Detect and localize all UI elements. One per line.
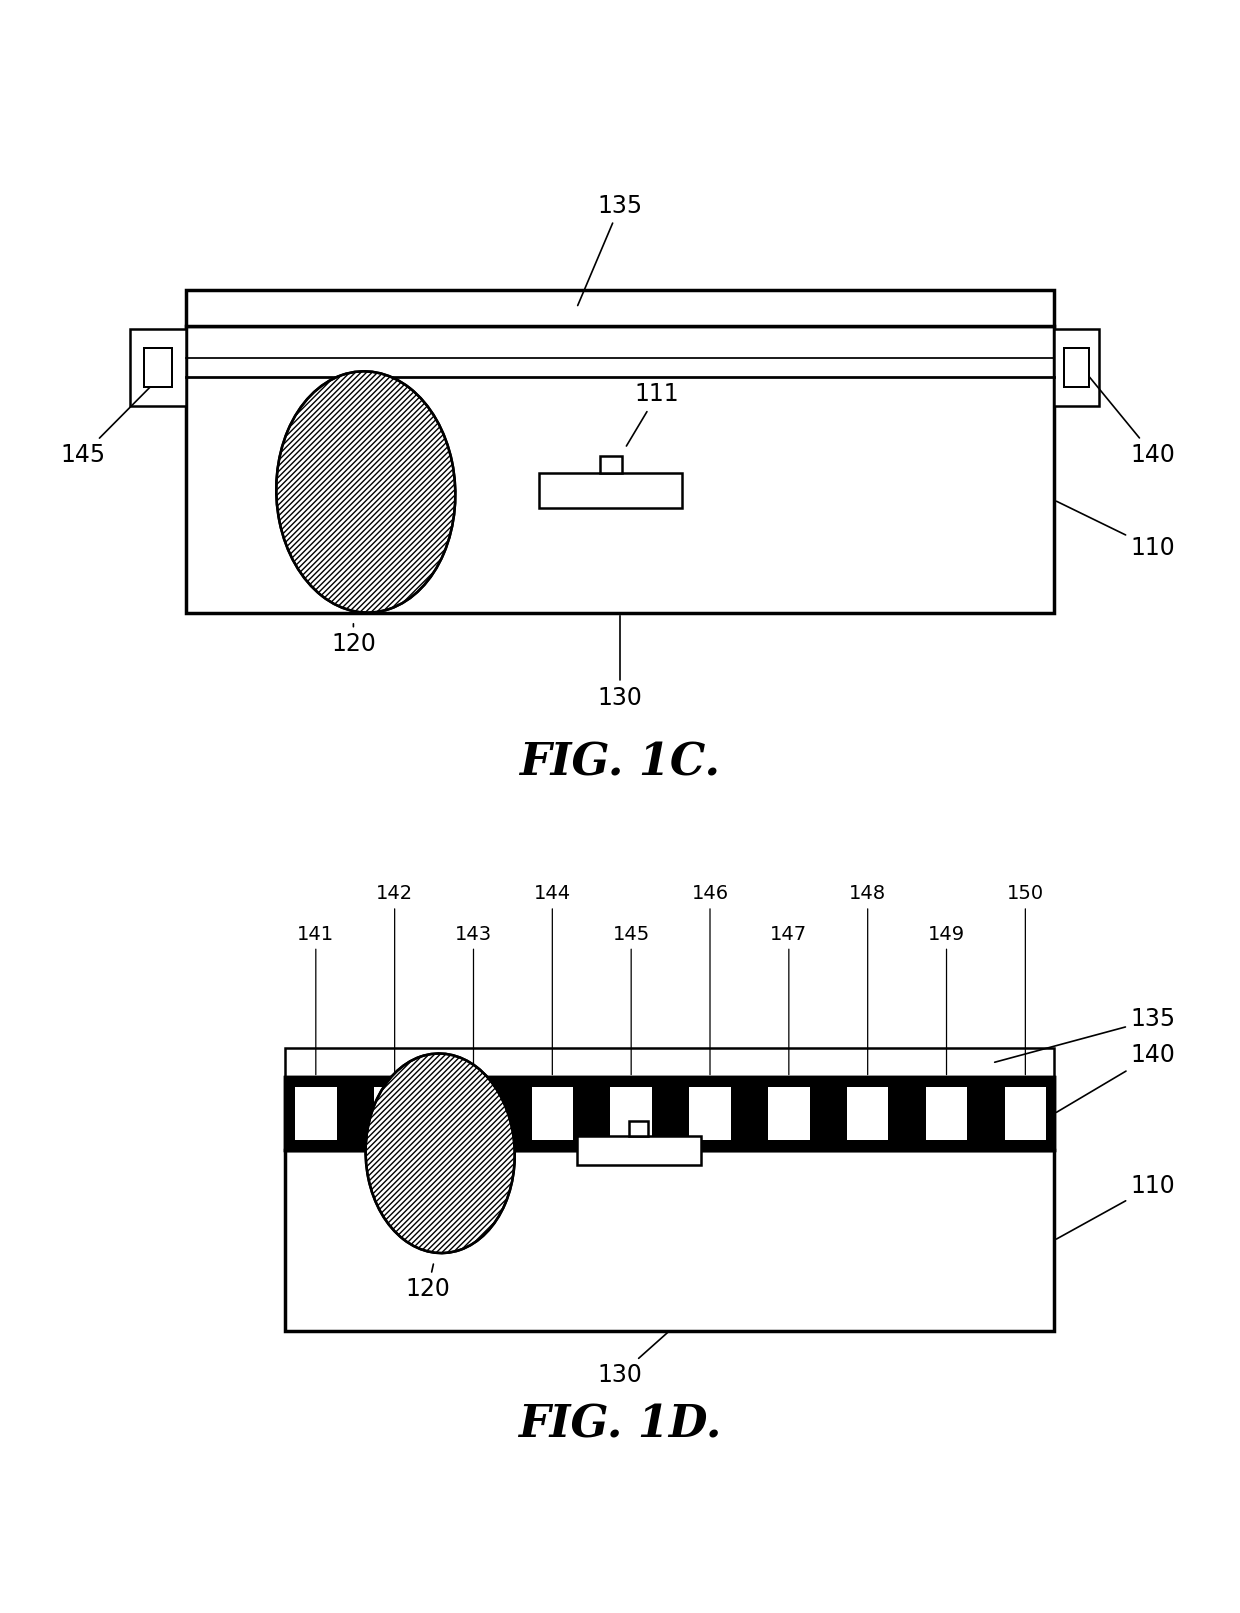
Text: FIG. 1D.: FIG. 1D. — [518, 1403, 722, 1447]
Bar — [130, 329, 186, 406]
Text: 120: 120 — [405, 1265, 450, 1302]
Text: 143: 143 — [455, 924, 492, 1074]
Bar — [532, 1087, 573, 1140]
Bar — [539, 473, 682, 508]
Bar — [926, 1087, 967, 1140]
Bar — [186, 326, 1054, 613]
Bar — [768, 1087, 810, 1140]
Text: 140: 140 — [1056, 1044, 1176, 1113]
Text: 142: 142 — [376, 884, 413, 1074]
Bar — [1064, 348, 1089, 387]
Text: 140: 140 — [1084, 369, 1176, 466]
Bar — [285, 1077, 1054, 1150]
Text: 145: 145 — [613, 924, 650, 1074]
Bar — [285, 1150, 1054, 1331]
Text: 110: 110 — [1056, 1174, 1176, 1239]
Bar — [1054, 329, 1099, 406]
Ellipse shape — [366, 1053, 515, 1253]
Text: 130: 130 — [598, 1332, 667, 1387]
Text: 148: 148 — [849, 884, 887, 1074]
Text: 130: 130 — [598, 616, 642, 710]
Bar — [577, 1136, 701, 1165]
Bar — [600, 456, 621, 473]
Text: 144: 144 — [533, 884, 570, 1074]
Bar — [144, 348, 172, 387]
Bar — [295, 1087, 336, 1140]
Bar — [630, 1121, 649, 1136]
Ellipse shape — [277, 371, 455, 613]
Bar — [285, 1048, 1054, 1077]
Bar — [374, 1087, 415, 1140]
Bar — [689, 1087, 730, 1140]
Bar — [1004, 1087, 1047, 1140]
Text: 146: 146 — [692, 884, 729, 1074]
Text: 150: 150 — [1007, 884, 1044, 1074]
Text: 141: 141 — [298, 924, 335, 1074]
Text: FIG. 1C.: FIG. 1C. — [520, 742, 720, 786]
Text: 120: 120 — [331, 624, 376, 656]
Bar — [453, 1087, 495, 1140]
Text: 110: 110 — [1056, 502, 1176, 560]
Text: 135: 135 — [578, 194, 642, 305]
Text: 111: 111 — [635, 1081, 680, 1113]
Text: 147: 147 — [770, 924, 807, 1074]
Text: 145: 145 — [61, 369, 167, 466]
Bar — [186, 290, 1054, 326]
Text: 111: 111 — [626, 382, 680, 447]
Text: 135: 135 — [994, 1008, 1176, 1063]
Text: 149: 149 — [928, 924, 965, 1074]
Bar — [847, 1087, 888, 1140]
Bar — [610, 1087, 652, 1140]
Bar — [285, 1077, 1054, 1150]
